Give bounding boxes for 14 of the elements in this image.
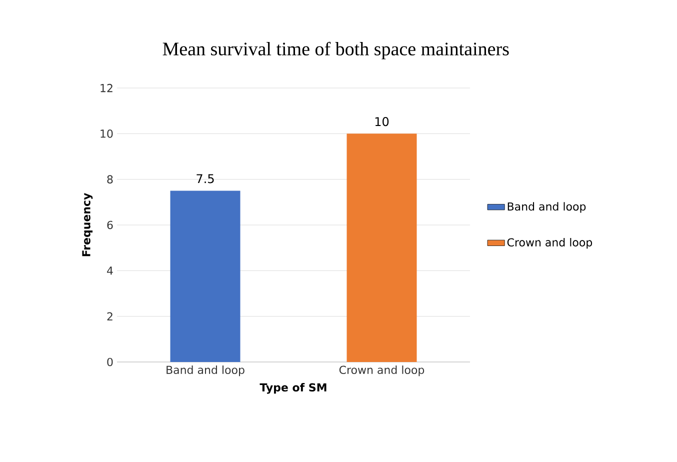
legend-label: Crown and loop	[507, 238, 592, 249]
y-tick-label: 12	[100, 84, 112, 92]
chart-title: Mean survival time of both space maintainers	[162, 42, 509, 60]
data-label: 10	[375, 117, 389, 126]
y-tick-label: 10	[100, 130, 113, 138]
legend-label: Band and loop	[508, 202, 586, 213]
y-tick-label: 8	[107, 175, 113, 184]
x-axis-title: Type of SM	[260, 383, 326, 394]
data-label: 7.5	[196, 174, 214, 184]
y-tick-label: 4	[107, 266, 113, 275]
y-tick-label: 2	[107, 312, 112, 320]
y-tick-label: 0	[107, 358, 113, 366]
y-tick-label: 6	[107, 220, 113, 230]
y-axis-title: Frequency	[82, 193, 93, 256]
